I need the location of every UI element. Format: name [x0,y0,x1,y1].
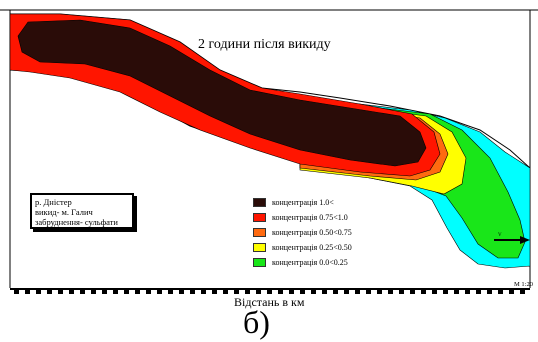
legend-label: концентрація 0.0<0.25 [272,258,348,267]
legend-swatch [253,213,266,222]
scale-tick [223,290,228,294]
scale-tick [432,290,437,294]
concentration-legend: концентрація 1.0< концентрація 0.75<1.0 … [253,195,352,270]
scale-tick [113,290,118,294]
scale-tick [377,290,382,294]
legend-item: концентрація 0.50<0.75 [253,225,352,240]
scale-tick [234,290,239,294]
scale-tick [454,290,459,294]
legend-label: концентрація 0.25<0.50 [272,243,352,252]
scale-tick [410,290,415,294]
scale-tick [289,290,294,294]
scale-tick [157,290,162,294]
scale-tick [146,290,151,294]
scale-tick [102,290,107,294]
scale-tick [47,290,52,294]
legend-item: концентрація 0.0<0.25 [253,255,352,270]
info-pollutant: забруднення- сульфати [35,217,118,227]
scale-tick [124,290,129,294]
scale-tick [498,290,503,294]
legend-swatch [253,258,266,267]
scale-tick [256,290,261,294]
scale-tick [520,290,525,294]
scale-tick [465,290,470,294]
scale-tick [245,290,250,294]
scale-tick [25,290,30,294]
info-river: р. Дністер [35,197,72,207]
scale-tick [267,290,272,294]
scale-tick [509,290,514,294]
scale-tick [201,290,206,294]
scale-tick [300,290,305,294]
legend-label: концентрація 0.50<0.75 [272,228,352,237]
scale-tick [399,290,404,294]
scale-tick [179,290,184,294]
flow-arrow-icon [494,236,530,244]
legend-label: концентрація 0.75<1.0 [272,213,348,222]
scale-tick [366,290,371,294]
scale-tick [322,290,327,294]
legend-item: концентрація 0.75<1.0 [253,210,352,225]
scale-tick [355,290,360,294]
map-title: 2 години після викиду [198,37,331,52]
scale-ticks [14,290,525,294]
scale-tick [476,290,481,294]
distance-axis-title: Відстань в км [234,295,305,309]
info-release-site: викид- м. Галич [35,207,93,217]
scale-tick [311,290,316,294]
scale-tick [91,290,96,294]
scale-tick [278,290,283,294]
scale-tick [80,290,85,294]
scale-tick [168,290,173,294]
legend-item: концентрація 0.25<0.50 [253,240,352,255]
scale-tick [333,290,338,294]
scale-tick [212,290,217,294]
scale-tick [388,290,393,294]
scale-tick [344,290,349,294]
scale-tick [69,290,74,294]
flow-label: V [498,233,502,238]
legend-label: концентрація 1.0< [272,198,334,207]
info-box: р. Дністер викид- м. Галич забруднення- … [30,193,134,229]
legend-swatch [253,228,266,237]
scale-tick [58,290,63,294]
legend-item: концентрація 1.0< [253,195,352,210]
plume-zone-core [17,19,427,167]
scale-label: M 1:20 [514,281,533,288]
scale-tick [421,290,426,294]
scale-tick [135,290,140,294]
panel-letter: б) [243,304,270,340]
legend-swatch [253,243,266,252]
scale-tick [190,290,195,294]
scale-tick [487,290,492,294]
legend-swatch [253,198,266,207]
scale-tick [36,290,41,294]
scale-tick [14,290,19,294]
scale-tick [443,290,448,294]
